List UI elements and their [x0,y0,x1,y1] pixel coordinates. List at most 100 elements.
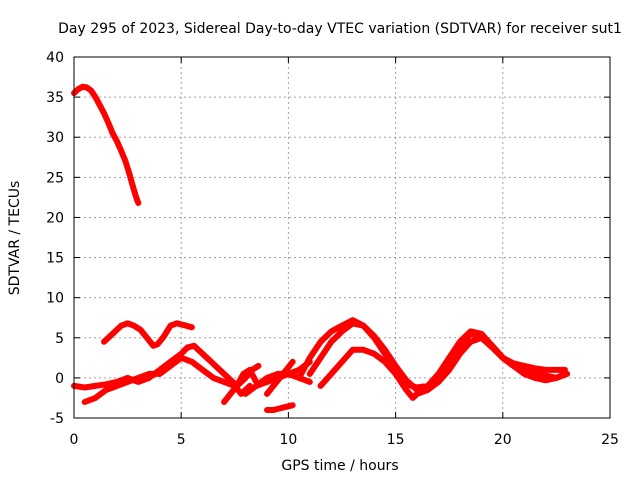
data-point [318,355,324,361]
y-tick-label: 40 [46,50,64,66]
data-point [129,180,135,186]
data-point [131,187,137,193]
data-point [75,86,81,92]
data-point [238,391,244,397]
data-point [382,359,388,365]
data-point [125,379,131,385]
data-point [371,351,377,357]
data-point [155,341,161,347]
data-point [189,359,195,365]
y-axis-label: SDTVAR / TECUs [7,181,23,296]
data-point [161,333,167,339]
data-point [247,367,253,373]
x-tick-label: 20 [494,432,512,448]
data-point [318,339,324,345]
data-point [264,375,270,381]
data-point [80,84,86,90]
y-tick-label: -5 [50,411,64,427]
data-point [221,399,227,405]
data-point [283,404,289,410]
data-point [307,379,313,385]
data-point [105,120,111,126]
data-point [307,355,313,361]
data-point [200,367,206,373]
data-point [118,148,124,154]
data-point [564,371,570,377]
data-point [543,373,549,378]
data-point [217,367,223,373]
data-point [123,158,128,164]
data-point [414,391,420,397]
data-point [185,344,191,350]
data-point [543,377,549,383]
data-point [97,102,103,108]
y-tick-label: 5 [55,331,64,347]
data-point [92,383,98,389]
data-point [371,335,377,341]
data-point [146,371,152,377]
data-point [410,395,416,401]
data-point [131,323,137,329]
data-point [360,323,366,329]
data-point [446,355,452,361]
data-point [243,391,248,397]
data-point [500,355,506,361]
data-point [189,324,195,330]
data-point [225,375,231,381]
data-point [92,395,98,401]
data-point [532,365,538,371]
data-point [200,351,206,357]
data-point [144,335,150,341]
chart-title: Day 295 of 2023, Sidereal Day-to-day VTE… [58,21,622,37]
data-point [532,375,538,381]
series-line-arc-1 [71,83,142,206]
data-point [339,359,345,365]
data-point [228,391,233,397]
plot-frame [73,56,611,419]
data-point [478,335,484,341]
data-point [360,347,366,353]
data-point [135,200,141,206]
data-point [125,320,131,326]
data-point [168,363,173,369]
data-point [489,343,495,349]
data-point [174,320,180,326]
data-point [468,328,474,334]
data-point [478,331,484,337]
data-point [521,371,527,377]
y-tick-label: 30 [46,130,64,146]
data-point [180,322,186,328]
data-point [92,94,98,100]
y-tick-label: 25 [46,170,64,186]
data-point [277,405,283,411]
data-point [350,347,356,353]
x-tick-label: 5 [177,432,186,448]
data-point [138,327,143,333]
data-point [339,328,345,334]
data-point [208,359,214,365]
data-point [168,323,173,329]
data-point [150,343,156,349]
y-tick-label: 10 [46,291,64,307]
data-point [553,375,559,381]
x-tick-label: 25 [601,432,619,448]
x-axis-label: GPS time / hours [281,458,398,474]
data-point [468,339,474,345]
data-point [82,399,88,405]
data-point [101,110,107,116]
data-point [110,331,116,337]
data-point [127,172,133,178]
data-point [382,351,388,357]
data-point [191,343,197,349]
x-tick-label: 0 [70,432,79,448]
x-tick-label: 15 [387,432,405,448]
data-point [103,381,109,387]
data-point [296,375,302,381]
data-point [234,383,240,389]
data-point [318,383,324,389]
y-tick-label: 35 [46,90,64,106]
data-point [157,371,163,377]
data-point [275,371,281,377]
data-point [553,367,559,373]
